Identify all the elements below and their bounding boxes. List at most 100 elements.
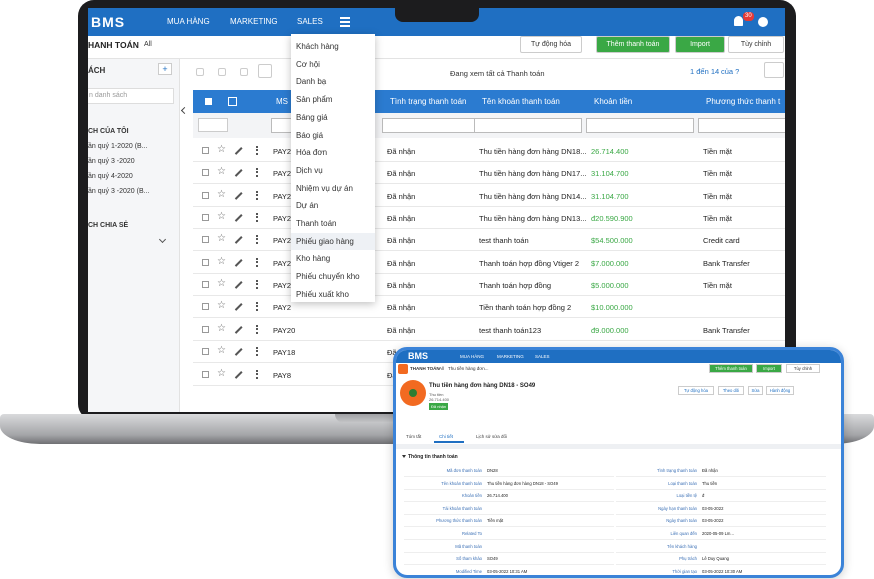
- column-header[interactable]: Tình trạng thanh toán: [390, 97, 467, 106]
- menu-item[interactable]: Phiếu chuyển kho: [296, 272, 360, 282]
- menu-item[interactable]: Dịch vụ: [296, 165, 323, 175]
- menu-item[interactable]: Kho hàng: [296, 254, 331, 264]
- field-label: Tài khoản thanh toán: [442, 505, 482, 511]
- add-list-button[interactable]: +: [158, 63, 172, 75]
- row-menu[interactable]: [256, 280, 258, 290]
- row-menu[interactable]: [256, 168, 258, 178]
- list-search[interactable]: n danh sách: [88, 88, 174, 104]
- row-menu[interactable]: [256, 235, 258, 245]
- tablet-button[interactable]: Import: [756, 364, 782, 373]
- more-button[interactable]: [258, 64, 272, 78]
- toolbar-icon[interactable]: [240, 68, 248, 76]
- star-icon[interactable]: ☆: [217, 166, 226, 178]
- select-all[interactable]: [205, 98, 212, 105]
- collapse-arrow[interactable]: [180, 106, 189, 115]
- row-menu[interactable]: [256, 302, 258, 312]
- column-header[interactable]: Tên khoản thanh toán: [482, 97, 560, 106]
- row-checkbox[interactable]: [202, 348, 209, 356]
- menu-icon[interactable]: [340, 21, 350, 23]
- row-checkbox[interactable]: [202, 258, 209, 266]
- cell-amount: 26.714.400: [591, 147, 629, 156]
- filter-input[interactable]: [474, 118, 582, 133]
- column-header[interactable]: Khoản tiền: [594, 97, 633, 106]
- row-checkbox[interactable]: [202, 147, 209, 154]
- tab[interactable]: Chi tiết: [439, 434, 454, 439]
- row-checkbox[interactable]: [202, 214, 209, 222]
- action-button[interactable]: Thêm thanh toán: [596, 36, 670, 53]
- add-icon[interactable]: [758, 17, 768, 27]
- row-menu[interactable]: [256, 257, 258, 267]
- star-icon[interactable]: ☆: [217, 211, 226, 223]
- tablet-nav-item[interactable]: MARKETING: [497, 354, 524, 359]
- row-menu[interactable]: [256, 324, 258, 334]
- menu-item[interactable]: Thanh toán: [296, 219, 337, 228]
- menu-item[interactable]: Nhiệm vụ dự án: [296, 183, 353, 193]
- menu-item[interactable]: Báng giá: [296, 112, 328, 122]
- row-menu[interactable]: [256, 347, 258, 357]
- row-checkbox[interactable]: [202, 191, 209, 199]
- filter-input[interactable]: [586, 118, 694, 133]
- nav-item[interactable]: SALES: [297, 17, 323, 26]
- breadcrumb-module: HANH TOÁN: [88, 40, 139, 50]
- record-action[interactable]: Tự động hóa: [678, 386, 714, 395]
- filter-input[interactable]: [698, 118, 785, 133]
- column-header[interactable]: Phương thức thanh t: [706, 97, 781, 106]
- section-caret: [402, 455, 406, 458]
- bell-icon[interactable]: [734, 16, 743, 26]
- menu-item[interactable]: Danh bạ: [296, 77, 327, 87]
- row-menu[interactable]: [256, 369, 258, 379]
- action-button[interactable]: Import: [675, 36, 725, 53]
- menu-item[interactable]: Phiếu xuất kho: [296, 289, 349, 299]
- menu-item[interactable]: Khách hàng: [296, 42, 339, 51]
- tab[interactable]: Lịch sử sửa đổi: [476, 434, 508, 439]
- row-menu[interactable]: [256, 190, 258, 200]
- list-item[interactable]: ần quý 3 -2020: [88, 158, 135, 165]
- toolbar-icon[interactable]: [218, 68, 226, 76]
- row-checkbox[interactable]: [202, 169, 209, 177]
- pager-button[interactable]: [764, 62, 784, 78]
- record-action[interactable]: Hành động: [766, 386, 794, 395]
- nav-item[interactable]: MUA HÀNG: [167, 17, 210, 26]
- star-icon[interactable]: ☆: [217, 322, 226, 334]
- star-icon[interactable]: ☆: [217, 188, 226, 200]
- row-checkbox[interactable]: [202, 281, 209, 289]
- star-icon[interactable]: ☆: [217, 345, 226, 357]
- record-action[interactable]: Theo dõi: [718, 386, 744, 395]
- star-icon[interactable]: ☆: [217, 233, 226, 245]
- tab[interactable]: Tóm tắt: [406, 434, 422, 439]
- menu-item[interactable]: Cơ hội: [296, 59, 320, 69]
- tablet-nav-item[interactable]: MUA HÀNG: [460, 354, 485, 359]
- star-icon[interactable]: ☆: [217, 367, 226, 379]
- column-header[interactable]: MS: [276, 97, 288, 106]
- menu-item[interactable]: Phiếu giao hàng: [296, 236, 354, 246]
- columns-icon[interactable]: [228, 97, 237, 106]
- star-icon[interactable]: ☆: [217, 255, 226, 267]
- menu-item[interactable]: Hóa đơn: [296, 148, 328, 158]
- tablet-nav-item[interactable]: SALES: [535, 354, 550, 359]
- list-item[interactable]: ần quý 4-2020: [88, 173, 133, 180]
- list-item[interactable]: ần quý 1-2020 (B...: [88, 143, 148, 150]
- row-menu[interactable]: [256, 213, 258, 223]
- row-menu[interactable]: [256, 146, 258, 155]
- star-icon[interactable]: ☆: [217, 300, 226, 312]
- star-icon[interactable]: ☆: [217, 144, 226, 155]
- menu-item[interactable]: Báo giá: [296, 130, 324, 140]
- record-action[interactable]: Sửa: [748, 386, 763, 395]
- nav-item[interactable]: MARKETING: [230, 17, 278, 26]
- list-item[interactable]: ần quý 3 -2020 (B...: [88, 188, 150, 195]
- menu-icon[interactable]: [340, 17, 350, 19]
- tablet-button[interactable]: Tùy chỉnh: [786, 364, 820, 373]
- toolbar-icon[interactable]: [196, 68, 204, 76]
- action-button[interactable]: Tùy chỉnh: [728, 36, 784, 53]
- action-button[interactable]: Tự động hóa: [520, 36, 582, 53]
- menu-icon[interactable]: [340, 25, 350, 27]
- star-icon[interactable]: ☆: [217, 278, 226, 290]
- tablet-button[interactable]: Thêm thanh toán: [709, 364, 753, 373]
- menu-item[interactable]: Dự án: [296, 201, 319, 211]
- row-checkbox[interactable]: [202, 303, 209, 311]
- row-checkbox[interactable]: [202, 370, 209, 378]
- menu-item[interactable]: Sản phẩm: [296, 95, 333, 105]
- row-checkbox[interactable]: [202, 325, 209, 333]
- row-checkbox[interactable]: [202, 236, 209, 244]
- search-button[interactable]: [198, 118, 228, 132]
